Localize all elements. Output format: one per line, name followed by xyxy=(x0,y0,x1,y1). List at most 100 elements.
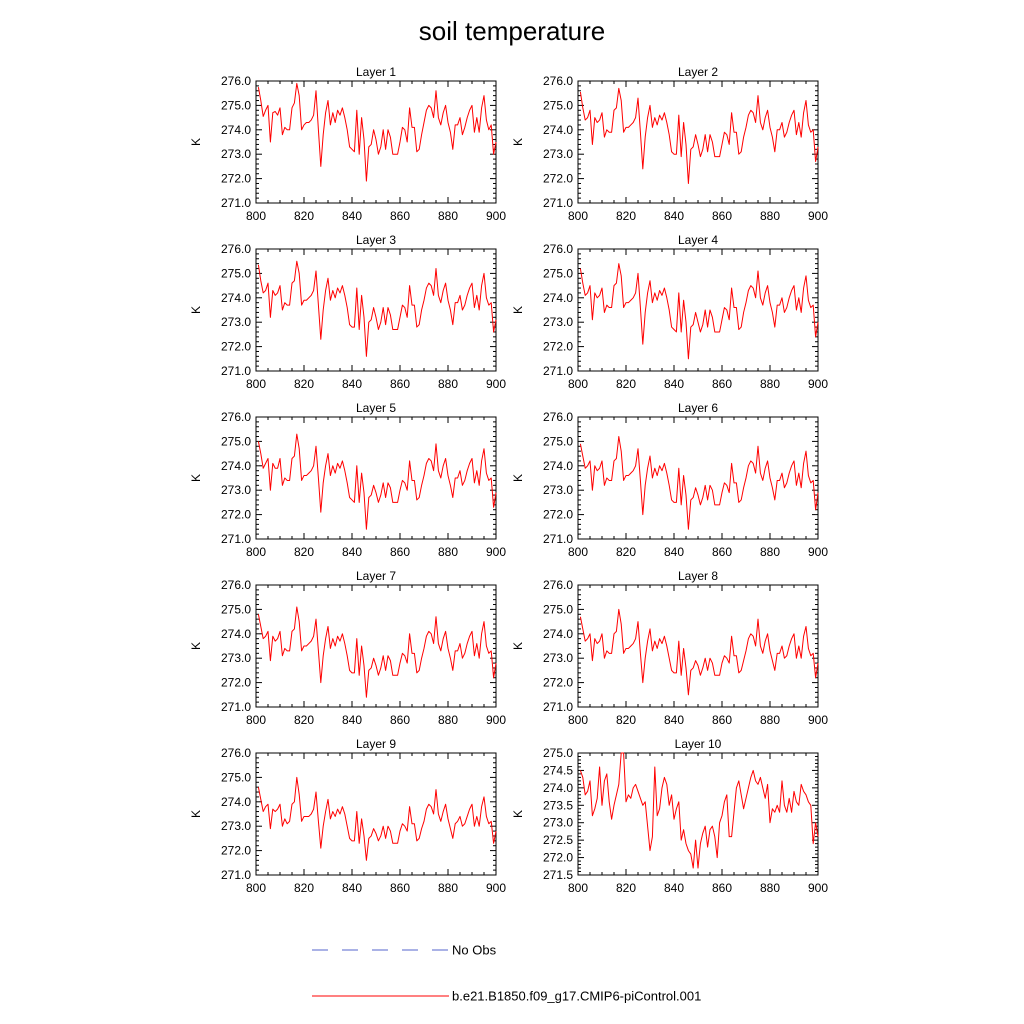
x-tick-label: 820 xyxy=(616,377,636,391)
panel-layer-5: Layer 5 K 800 820 840 860 880 900 271.0 272.0 273.… xyxy=(189,401,506,559)
y-tick-label: 274.0 xyxy=(221,627,251,641)
y-axis-label: K xyxy=(511,474,525,482)
y-tick-label: 273.0 xyxy=(221,651,251,665)
x-tick-label: 800 xyxy=(246,881,266,895)
y-tick-label: 275.0 xyxy=(221,602,251,616)
x-tick-label: 800 xyxy=(568,713,588,727)
y-tick-label: 271.0 xyxy=(543,196,573,210)
panel-title: Layer 6 xyxy=(678,401,718,415)
x-tick-label: 800 xyxy=(246,377,266,391)
series-line xyxy=(579,87,819,184)
panel-layer-10: Layer 10 K 800 820 840 860 880 900 271.5 272.0 272… xyxy=(511,737,828,895)
y-tick-label: 274.0 xyxy=(543,123,573,137)
panel-layer-4: Layer 4 K 800 820 840 860 880 900 271.0 272.0 273.… xyxy=(511,233,828,391)
y-tick-label: 271.0 xyxy=(543,364,573,378)
y-axis-label: K xyxy=(189,138,203,146)
y-tick-label: 274.0 xyxy=(543,291,573,305)
x-tick-label: 900 xyxy=(486,209,506,223)
y-tick-label: 273.0 xyxy=(221,819,251,833)
legend-label-no-obs: No Obs xyxy=(452,943,497,958)
y-tick-label: 276.0 xyxy=(221,578,251,592)
y-tick-label: 274.0 xyxy=(543,781,573,795)
y-tick-label: 276.0 xyxy=(543,578,573,592)
x-tick-label: 900 xyxy=(808,545,828,559)
y-tick-label: 276.0 xyxy=(543,74,573,88)
x-tick-label: 840 xyxy=(342,713,362,727)
series-line xyxy=(579,436,819,530)
legend-label-model-run: b.e21.B1850.f09_g17.CMIP6-piControl.001 xyxy=(452,989,701,1004)
x-tick-label: 900 xyxy=(808,377,828,391)
x-tick-label: 820 xyxy=(616,881,636,895)
x-tick-label: 860 xyxy=(712,377,732,391)
x-tick-label: 840 xyxy=(664,881,684,895)
y-axis-label: K xyxy=(189,306,203,314)
x-tick-label: 820 xyxy=(294,713,314,727)
x-tick-label: 800 xyxy=(568,209,588,223)
y-tick-label: 275.0 xyxy=(543,602,573,616)
panel-layer-7: Layer 7 K 800 820 840 860 880 900 271.0 272.0 273.… xyxy=(189,569,506,727)
panel-title: Layer 8 xyxy=(678,569,718,583)
x-tick-label: 800 xyxy=(246,209,266,223)
y-axis-label: K xyxy=(511,138,525,146)
y-tick-label: 272.5 xyxy=(543,833,573,847)
x-tick-label: 800 xyxy=(246,713,266,727)
x-tick-label: 840 xyxy=(342,545,362,559)
panel-title: Layer 9 xyxy=(356,737,396,751)
y-axis-label: K xyxy=(511,642,525,650)
x-tick-label: 800 xyxy=(246,545,266,559)
y-tick-label: 271.0 xyxy=(221,532,251,546)
series-line xyxy=(579,608,819,696)
x-tick-label: 820 xyxy=(294,545,314,559)
x-tick-label: 840 xyxy=(664,713,684,727)
y-tick-label: 273.0 xyxy=(221,483,251,497)
x-tick-label: 860 xyxy=(390,209,410,223)
panel-layer-9: Layer 9 K 800 820 840 860 880 900 271.0 272.0 273.… xyxy=(189,737,506,895)
y-tick-label: 272.0 xyxy=(543,172,573,186)
y-tick-label: 276.0 xyxy=(543,242,573,256)
x-tick-label: 820 xyxy=(616,545,636,559)
y-tick-label: 275.0 xyxy=(543,434,573,448)
x-tick-label: 800 xyxy=(568,377,588,391)
y-tick-label: 275.0 xyxy=(221,770,251,784)
y-axis-label: K xyxy=(189,810,203,818)
y-tick-label: 273.0 xyxy=(543,315,573,329)
panel-title: Layer 7 xyxy=(356,569,396,583)
y-tick-label: 271.0 xyxy=(221,196,251,210)
x-tick-label: 800 xyxy=(568,545,588,559)
x-tick-label: 880 xyxy=(760,881,780,895)
x-tick-label: 880 xyxy=(760,545,780,559)
y-tick-label: 272.0 xyxy=(543,340,573,354)
panel-layer-8: Layer 8 K 800 820 840 860 880 900 271.0 272.0 273.… xyxy=(511,569,828,727)
x-tick-label: 820 xyxy=(294,881,314,895)
panel-title: Layer 3 xyxy=(356,233,396,247)
x-tick-label: 820 xyxy=(616,713,636,727)
y-tick-label: 273.0 xyxy=(543,147,573,161)
x-tick-label: 820 xyxy=(616,209,636,223)
y-tick-label: 273.0 xyxy=(543,651,573,665)
series-line xyxy=(257,776,497,861)
y-tick-label: 271.0 xyxy=(221,700,251,714)
x-tick-label: 880 xyxy=(760,713,780,727)
y-tick-label: 272.0 xyxy=(221,340,251,354)
series-line xyxy=(579,752,819,869)
series-line xyxy=(257,260,497,357)
x-tick-label: 880 xyxy=(438,209,458,223)
x-tick-label: 860 xyxy=(390,713,410,727)
y-tick-label: 275.0 xyxy=(221,434,251,448)
y-tick-label: 273.0 xyxy=(543,483,573,497)
y-tick-label: 272.0 xyxy=(543,676,573,690)
x-tick-label: 860 xyxy=(712,209,732,223)
panel-layer-1: Layer 1 K 800 820 840 860 880 900 271.0 272.0 273.… xyxy=(189,65,506,223)
panel-title: Layer 5 xyxy=(356,401,396,415)
y-tick-label: 275.0 xyxy=(543,98,573,112)
y-tick-label: 271.0 xyxy=(221,364,251,378)
y-tick-label: 273.0 xyxy=(543,816,573,830)
y-tick-label: 271.5 xyxy=(543,868,573,882)
x-tick-label: 880 xyxy=(760,377,780,391)
x-tick-label: 820 xyxy=(294,209,314,223)
y-tick-label: 274.0 xyxy=(221,291,251,305)
y-tick-label: 276.0 xyxy=(543,410,573,424)
legend: No Obs b.e21.B1850.f09_g17.CMIP6-piContr… xyxy=(312,943,701,1004)
y-tick-label: 275.0 xyxy=(543,266,573,280)
